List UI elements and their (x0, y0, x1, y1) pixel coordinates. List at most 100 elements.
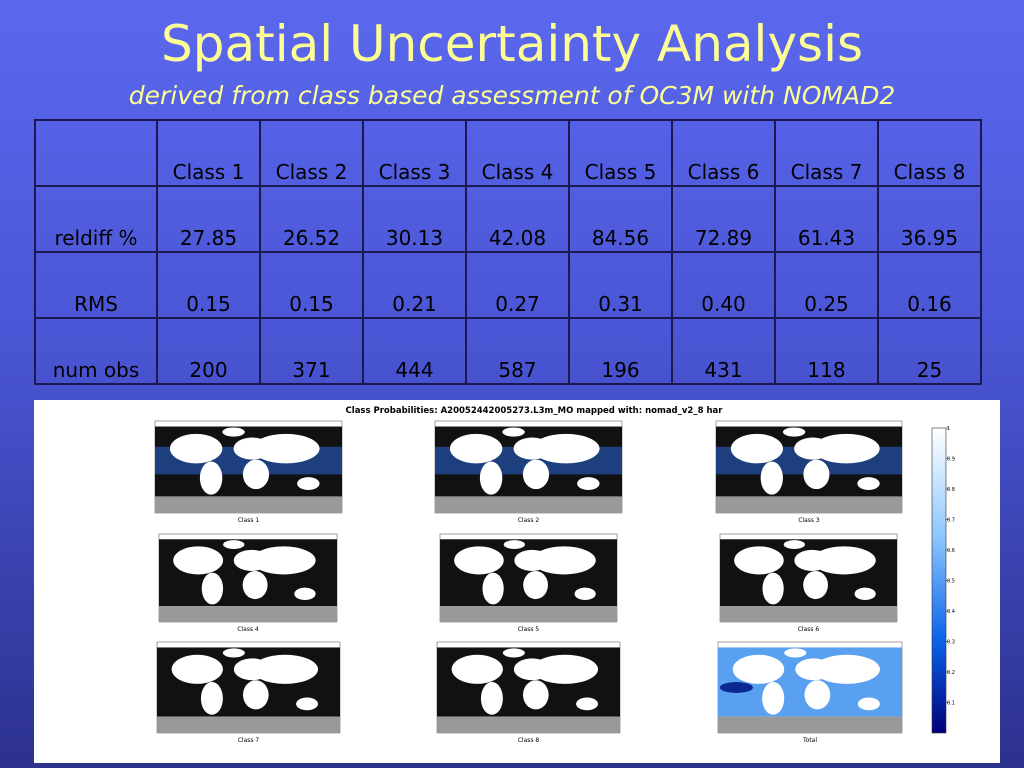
map-land (222, 427, 245, 437)
table-row: num obs 200 371 444 587 196 431 118 25 (34, 317, 982, 385)
title: Spatial Uncertainty Analysis (160, 15, 864, 73)
table-cell: 0.15 (156, 251, 261, 319)
table-cell: Class 3 (362, 119, 467, 187)
colorbar-tick-label: 0.6 (947, 548, 955, 554)
map-land (784, 648, 807, 658)
table-cell: 0.16 (877, 251, 982, 319)
map-land (730, 433, 783, 464)
map-land (783, 540, 805, 549)
table-cell: 431 (671, 317, 776, 385)
map-land (762, 682, 785, 715)
map-ice (435, 496, 622, 513)
table-row: Class 1 Class 2 Class 3 Class 4 Class 5 Class… (34, 119, 982, 187)
map-land (482, 572, 504, 605)
table-cell: 118 (774, 317, 879, 385)
table-cell: Class 7 (774, 119, 879, 187)
table-cell: 26.52 (259, 185, 364, 253)
table-cell: Class 8 (877, 119, 982, 187)
panel-label: Total (802, 737, 817, 744)
table-cell: 371 (259, 317, 364, 385)
map-ice (718, 716, 902, 733)
table-cell: 0.31 (568, 251, 673, 319)
map-land (532, 433, 600, 464)
colorbar (931, 427, 947, 734)
panel-label: Class 6 (798, 626, 820, 633)
map-land (173, 546, 224, 575)
map-land (252, 654, 319, 684)
map-ice (157, 716, 340, 733)
map-land (577, 477, 600, 490)
colorbar-tick-label: 0.7 (947, 518, 955, 524)
map-ice (440, 606, 617, 622)
map-land (296, 697, 319, 711)
table-row: RMS 0.15 0.15 0.21 0.27 0.31 0.40 0.25 0.16 (34, 251, 982, 319)
map-land (523, 680, 549, 710)
map-land (454, 546, 504, 575)
table-cell: 196 (568, 317, 673, 385)
colorbar-tick-label: 0.3 (947, 640, 955, 646)
colorbar-tick-label: 0.8 (947, 487, 955, 493)
table-cell: 84.56 (568, 185, 673, 253)
map-land (449, 433, 503, 464)
colorbar-tick-label: 0.1 (947, 701, 955, 707)
map-land (803, 570, 828, 600)
map-land (782, 427, 806, 437)
table-cell: Class 5 (568, 119, 673, 187)
map-land (812, 546, 876, 575)
map-land (252, 433, 320, 464)
panel-label: Class 4 (237, 626, 259, 633)
map-ice (155, 496, 342, 513)
panel-label: Class 7 (238, 737, 260, 744)
map-ice (159, 606, 337, 622)
table-cell: 0.15 (259, 251, 364, 319)
table-cell: Class 2 (259, 119, 364, 187)
results-table: Class 1 Class 2 Class 3 Class 4 Class 5 Class… (34, 119, 982, 385)
map-land (480, 682, 503, 715)
table-row: reldiff % 27.85 26.52 30.13 42.08 84.56 72.89 6… (34, 185, 982, 253)
map-ice (437, 716, 620, 733)
table-cell: Class 1 (156, 119, 261, 187)
map-land (201, 572, 224, 605)
colorbar-tick-label: 0.2 (947, 670, 955, 676)
colorbar-tick-label: 0.9 (947, 457, 955, 463)
panel-label: Class 5 (518, 626, 540, 633)
map-land (813, 654, 880, 684)
map-land (502, 648, 525, 658)
panel-label: Class 8 (518, 737, 540, 744)
table-cell: 0.27 (465, 251, 570, 319)
map-land (242, 459, 270, 490)
subtitle: derived from class based assessment of O… (128, 81, 896, 110)
map-land (242, 570, 268, 600)
table-cell (34, 119, 158, 187)
table-cell: reldiff % (34, 185, 158, 253)
map-land (574, 587, 596, 600)
panel-label: Class 2 (518, 517, 540, 524)
map-land (294, 587, 316, 600)
map-land (523, 570, 548, 600)
panel-label: Class 1 (238, 517, 260, 524)
table-cell: 444 (362, 317, 467, 385)
map-ocean-tint (719, 682, 753, 693)
table-cell: 25 (877, 317, 982, 385)
figure: Class Probabilities: A20052442005273.L3m… (34, 400, 1000, 763)
map-land (762, 572, 784, 605)
map-land (199, 461, 223, 495)
colorbar-tick-label: 0.4 (947, 609, 955, 615)
table-cell: 30.13 (362, 185, 467, 253)
map-land (854, 587, 876, 600)
table-cell: 72.89 (671, 185, 776, 253)
map-land (857, 477, 880, 490)
table-cell: RMS (34, 251, 158, 319)
table-cell: 587 (465, 317, 570, 385)
table-cell: 36.95 (877, 185, 982, 253)
colorbar-tick-label: 0.5 (947, 579, 955, 585)
table-cell: Class 4 (465, 119, 570, 187)
map-land (451, 654, 503, 684)
map-ice (716, 496, 902, 513)
map-land (502, 427, 525, 437)
map-land (243, 680, 269, 710)
map-land (222, 648, 245, 658)
map-land (760, 461, 783, 495)
map-land (522, 459, 550, 490)
